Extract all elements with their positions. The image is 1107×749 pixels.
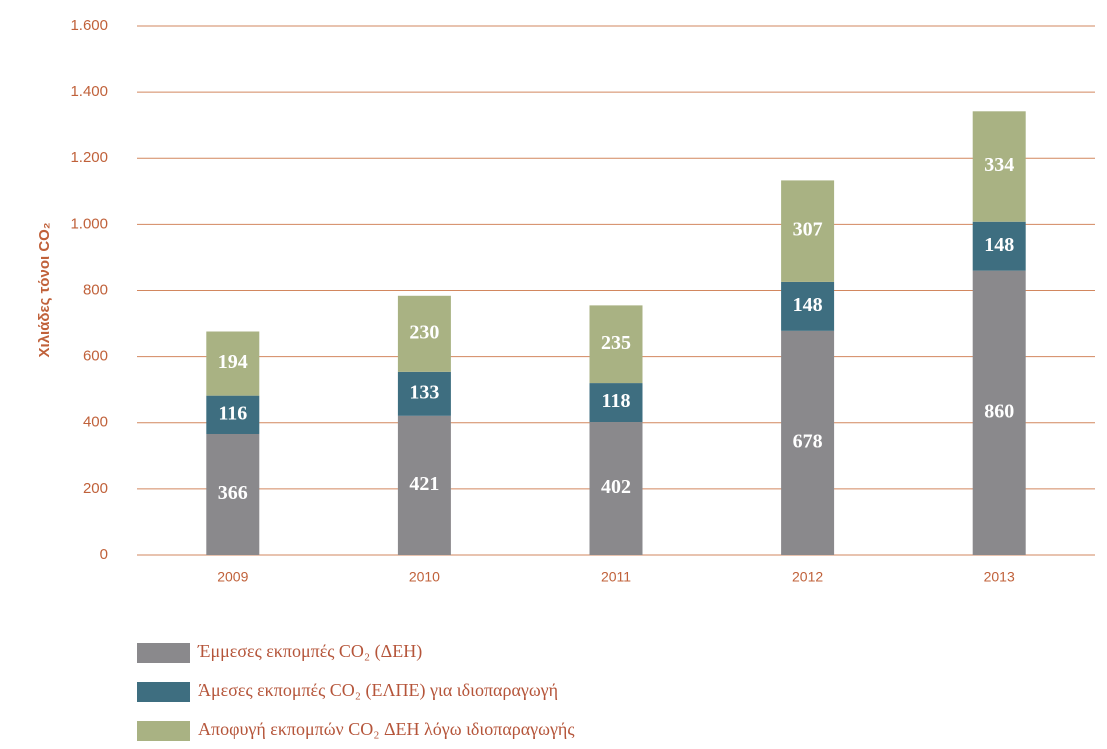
value-label: 235 [601, 332, 631, 354]
bar-segment [972, 111, 1026, 222]
value-label: 148 [793, 294, 823, 316]
value-label: 194 [218, 351, 248, 373]
y-tick-label: 1.000 [70, 215, 108, 232]
legend-label: Αποφυγή εκπομπών CO₂ ΔΕΗ λόγω ιδιοπαραγω… [198, 719, 574, 739]
bar-segment [972, 221, 1026, 271]
y-tick-label: 600 [83, 348, 108, 365]
value-label: 116 [218, 402, 247, 424]
bar-segment [589, 422, 643, 555]
bar-segment [781, 180, 835, 282]
bar-segment [206, 433, 260, 555]
bar-segment [589, 305, 643, 384]
bar-segment [206, 395, 260, 434]
legend-swatch [137, 682, 190, 702]
y-tick-label: 1.400 [70, 83, 108, 100]
legend-swatch [137, 721, 190, 741]
bar-segment [397, 295, 451, 372]
value-label: 402 [601, 476, 631, 498]
x-tick-label: 2013 [984, 569, 1015, 585]
legend-swatch [137, 643, 190, 663]
legend-label: Άμεσες εκπομπές CO₂ (ΕΛΠΕ) για ιδιοπαραγ… [198, 680, 558, 701]
y-axis-label: Χιλιάδες τόνοι CO₂ [36, 223, 53, 358]
x-tick-label: 2011 [601, 569, 631, 585]
bar-segment [589, 383, 643, 423]
y-tick-label: 1.600 [70, 17, 108, 34]
value-label: 133 [409, 381, 439, 403]
x-tick-label: 2009 [217, 569, 248, 585]
value-label: 230 [409, 321, 439, 343]
value-label: 307 [793, 219, 823, 241]
bar-segment [206, 331, 260, 396]
bar-segment [781, 330, 835, 555]
bar-segment [397, 415, 451, 555]
bar-segment [397, 371, 451, 416]
value-label: 148 [984, 234, 1014, 256]
value-label: 860 [984, 400, 1014, 422]
x-tick-label: 2012 [792, 569, 823, 585]
y-tick-label: 1.200 [70, 149, 108, 166]
value-label: 366 [218, 482, 248, 504]
y-tick-label: 400 [83, 414, 108, 431]
value-label: 678 [793, 431, 823, 453]
y-tick-label: 800 [83, 281, 108, 298]
y-tick-label: 200 [83, 480, 108, 497]
y-tick-label: 0 [100, 546, 108, 563]
bar-segment [972, 270, 1026, 555]
value-label: 334 [984, 154, 1014, 176]
value-label: 118 [602, 390, 631, 412]
value-label: 421 [409, 473, 439, 495]
x-tick-label: 2010 [409, 569, 440, 585]
bar-segment [781, 281, 835, 331]
legend-label: Έμμεσες εκπομπές CO₂ (ΔΕΗ) [197, 641, 422, 662]
